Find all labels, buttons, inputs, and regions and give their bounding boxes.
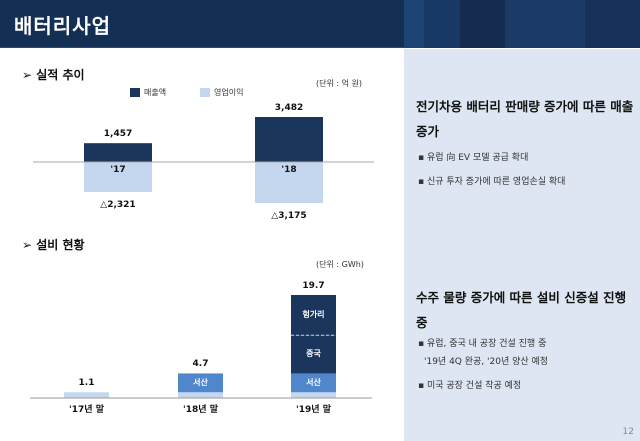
segment-label: 헝가리	[302, 310, 325, 320]
section-capa-title: ➢ 설비 현황	[22, 238, 85, 252]
header-bar	[0, 0, 640, 48]
period-label: '17년 말	[69, 405, 104, 415]
page-number: 12	[622, 427, 634, 437]
heading-revenue: 전기차용 배터리 판매량 증가에 따른 매출 증가	[416, 99, 634, 139]
segment-label: 중국	[306, 349, 321, 359]
capacity-segment-서산	[291, 373, 336, 393]
section-capa-title-text: 설비 현황	[36, 238, 85, 252]
operating-profit-bar	[255, 162, 323, 204]
bullet-continuation: '19년 4Q 완공, '20년 양산 예정	[424, 357, 549, 367]
capacity-total-label: 4.7	[192, 359, 209, 370]
revenue-bar	[255, 117, 323, 162]
page-title: 배터리사업	[14, 14, 111, 38]
section-perf-title-text: 실적 추이	[36, 68, 85, 82]
year-label: '17	[110, 165, 126, 175]
period-label: '19년 말	[296, 405, 331, 415]
legend-swatch-revenue	[130, 88, 140, 97]
revenue-bar	[84, 143, 152, 162]
bullet: ▪ 유럽, 중국 내 공장 건설 진행 중	[418, 339, 547, 349]
capacity-total-label: 1.1	[78, 378, 95, 389]
legend-profit: 영업이익	[214, 88, 244, 97]
capacity-segment	[64, 392, 109, 398]
capacity-segment	[291, 392, 336, 398]
revenue-label: 3,482	[274, 103, 304, 113]
segment-label: 서산	[193, 377, 208, 387]
summary-panel: 전기차용 배터리 판매량 증가에 따른 매출 증가 ▪ 유럽 向 EV 모델 공…	[404, 49, 640, 441]
segment-label: 서산	[306, 377, 321, 387]
capacity-segment-중국	[291, 335, 336, 374]
capacity-total-label: 19.7	[302, 281, 325, 291]
revenue-label: 1,457	[103, 129, 133, 140]
profit-label: △3,175	[271, 211, 307, 222]
period-label: '18년 말	[183, 405, 218, 415]
capacity-segment	[178, 392, 223, 398]
section-perf-title: ➢ 실적 추이	[22, 68, 85, 82]
year-label: '18	[281, 165, 297, 175]
profit-label: △2,321	[100, 199, 136, 210]
bullet: ▪ 신규 투자 증가에 따른 영업손실 확대	[418, 177, 566, 187]
perf-unit: (단위 : 억 원)	[316, 79, 363, 88]
charts	[30, 117, 374, 399]
operating-profit-bar	[84, 162, 152, 192]
capacity-segment-헝가리	[291, 295, 336, 336]
capacity-segment-서산	[178, 373, 223, 393]
bullet: ▪ 유럽 向 EV 모델 공급 확대	[418, 153, 529, 163]
legend-revenue: 매출액	[144, 88, 167, 97]
capa-unit: (단위 : GWh)	[316, 260, 364, 269]
bullet: ▪ 미국 공장 건설 착공 예정	[418, 381, 522, 391]
legend-swatch-profit	[200, 88, 210, 97]
heading-capacity: 수주 물량 증가에 따른 설비 신증설 진행 중	[416, 290, 627, 330]
